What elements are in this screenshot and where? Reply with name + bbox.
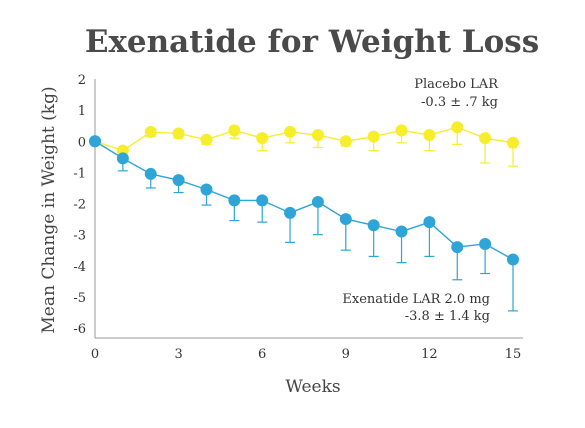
- exenatide-series: [94, 140, 518, 312]
- y-tick-label: -3: [73, 229, 86, 244]
- y-axis-label: Mean Change in Weight (kg): [39, 86, 59, 333]
- y-tick-label: 1: [78, 104, 86, 119]
- y-tick-label: 2: [78, 73, 86, 88]
- exenatide-point: [116, 152, 129, 165]
- exenatide-point: [284, 206, 297, 219]
- exenatide-line: [94, 140, 514, 261]
- placebo-point: [311, 129, 324, 142]
- placebo-series: [94, 126, 518, 167]
- exenatide-point: [451, 241, 464, 254]
- exenatide-point: [144, 167, 157, 180]
- annotations: Placebo LAR -0.3 ± .7 kg Exenatide LAR 2…: [342, 77, 499, 324]
- exenatide-point: [479, 237, 492, 250]
- exenatide-point: [89, 135, 101, 148]
- x-tick-label: 15: [505, 347, 522, 362]
- placebo-point: [507, 136, 519, 149]
- placebo-point: [172, 127, 185, 140]
- exenatide-point: [172, 174, 185, 187]
- exenatide-point: [395, 225, 408, 238]
- placebo-point: [423, 129, 436, 142]
- placebo-point: [228, 124, 241, 137]
- y-tick-label: -4: [73, 260, 86, 275]
- chart-title: Exenatide for Weight Loss: [85, 24, 539, 60]
- exenatide-point: [367, 219, 380, 232]
- exenatide-point: [423, 216, 436, 229]
- x-tick-label: 12: [421, 347, 438, 362]
- x-tick-label: 9: [342, 347, 350, 362]
- placebo-point: [451, 121, 464, 134]
- y-tick-label: -5: [73, 291, 86, 306]
- exenatide-point: [311, 195, 324, 208]
- placebo-point: [339, 135, 352, 148]
- placebo-annotation-name: Placebo LAR: [414, 77, 499, 92]
- placebo-point: [144, 125, 157, 138]
- placebo-point: [284, 125, 297, 138]
- exenatide-annotation-name: Exenatide LAR 2.0 mg: [342, 292, 490, 307]
- exenatide-point: [507, 253, 519, 266]
- x-tick-label: 3: [174, 347, 182, 362]
- y-tick-label: -6: [73, 322, 86, 337]
- exenatide-point: [256, 194, 269, 207]
- placebo-point: [367, 130, 380, 143]
- y-tick-label: 0: [78, 135, 86, 150]
- y-tick-label: -2: [73, 198, 86, 213]
- x-axis-label: Weeks: [285, 377, 340, 397]
- placebo-point: [256, 132, 269, 145]
- exenatide-point: [228, 194, 241, 207]
- y-tick-label: -1: [73, 166, 86, 181]
- placebo-line: [94, 126, 514, 152]
- placebo-point: [200, 133, 213, 146]
- placebo-point: [395, 124, 408, 137]
- placebo-annotation-value: -0.3 ± .7 kg: [421, 95, 498, 110]
- exenatide-point: [200, 183, 213, 196]
- exenatide-annotation-value: -3.8 ± 1.4 kg: [405, 309, 490, 324]
- placebo-point: [479, 132, 492, 145]
- x-tick-label: 0: [91, 347, 99, 362]
- exenatide-point: [339, 213, 352, 226]
- series-layer: [89, 121, 519, 312]
- tick-labels: 2 1 0 -1 -2 -3 -4 -5 -6 0 3 6 9 12 15: [73, 73, 521, 362]
- x-tick-label: 6: [258, 347, 266, 362]
